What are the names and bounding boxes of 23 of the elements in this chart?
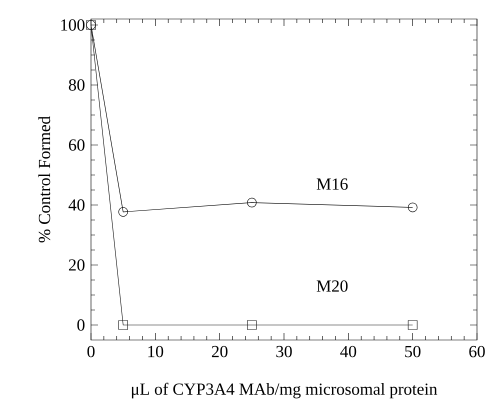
point: [408, 202, 418, 212]
x-axis-title: μL of CYP3A4 MAb/mg microsomal protein: [132, 382, 438, 398]
x-tick-label: 10: [148, 346, 164, 358]
series-label: M20: [316, 280, 348, 292]
y-axis-title: % Control Formed: [38, 116, 50, 242]
y-tick-label: 60: [68, 139, 85, 151]
x-tick-label: 40: [340, 346, 356, 358]
y-tick-label: 0: [77, 319, 85, 331]
y-tick-label: 80: [68, 79, 85, 91]
x-tick-label: 30: [276, 346, 292, 358]
x-tick-label: 0: [87, 346, 95, 358]
x-tick-label: 60: [469, 346, 485, 358]
point: [118, 207, 128, 217]
y-tick-label: 100: [61, 19, 85, 31]
x-tick-label: 20: [212, 346, 228, 358]
point: [408, 320, 418, 330]
point: [247, 320, 257, 330]
point: [247, 198, 257, 208]
series-label: M16: [316, 178, 348, 190]
y-tick-label: 40: [68, 199, 85, 211]
y-tick-label: 20: [68, 259, 85, 271]
point: [118, 320, 128, 330]
x-tick-label: 50: [405, 346, 420, 358]
